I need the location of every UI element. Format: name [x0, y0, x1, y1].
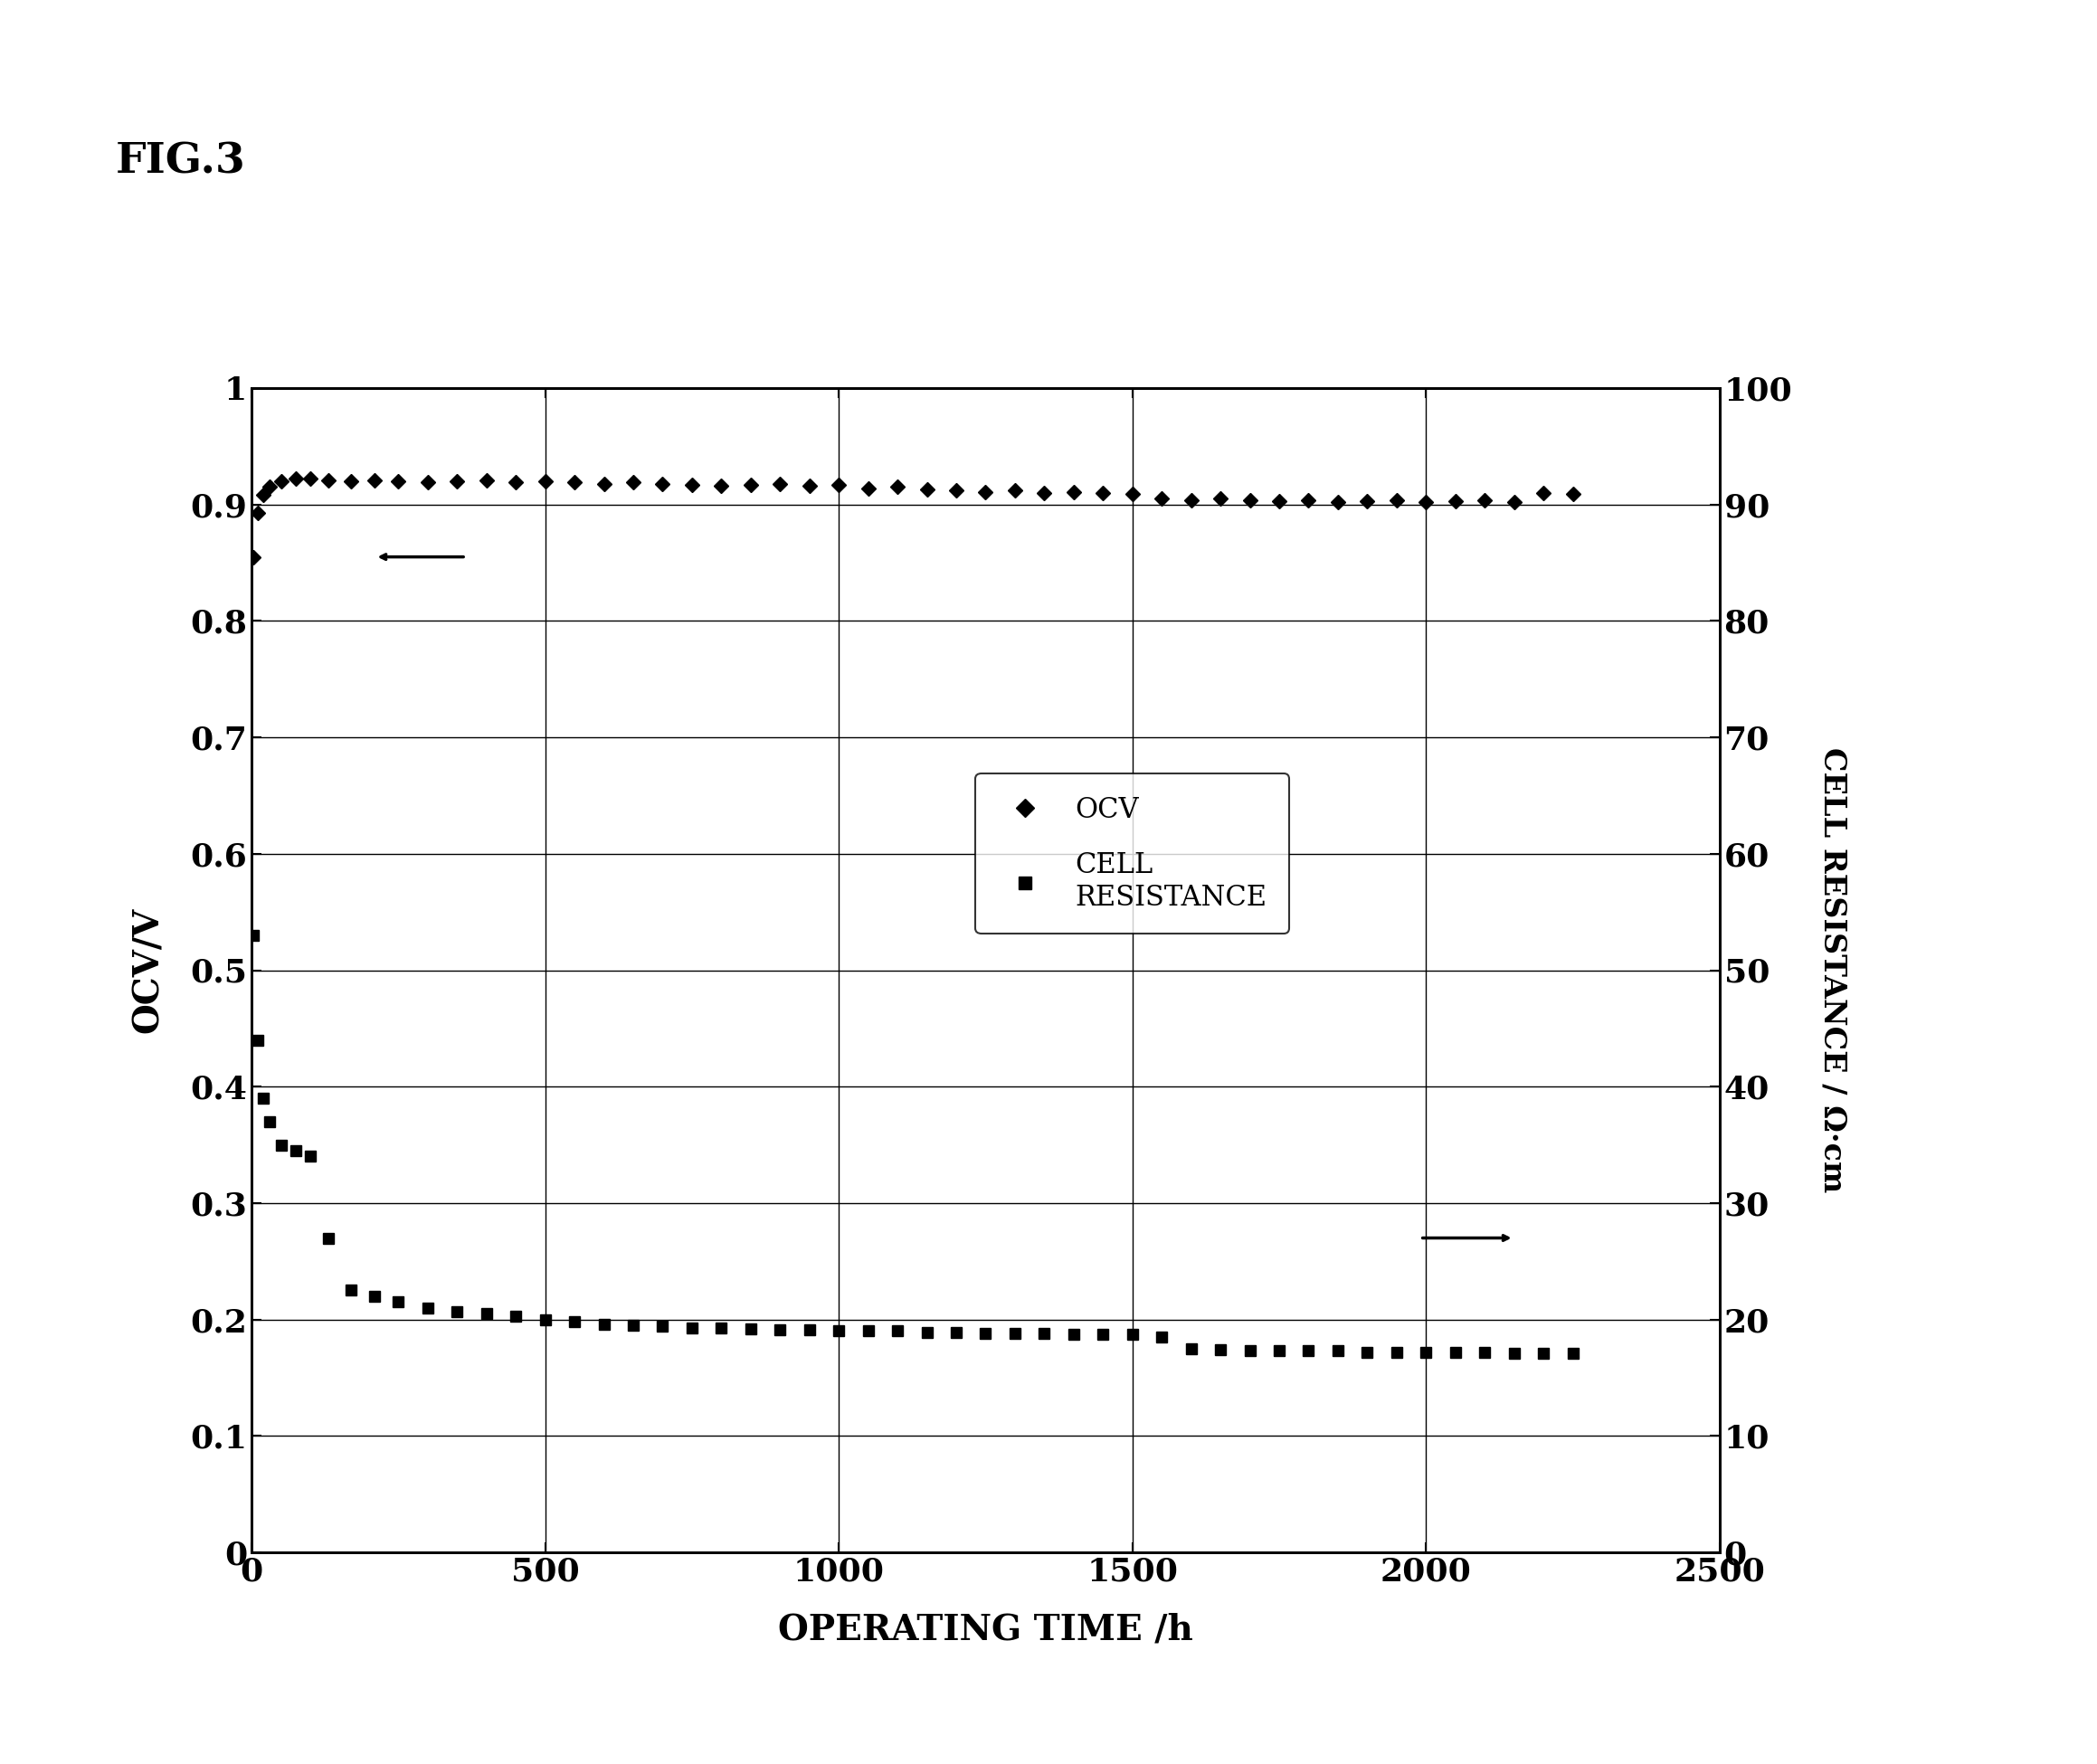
- Y-axis label: CELL RESISTANCE / Ω·cm: CELL RESISTANCE / Ω·cm: [1818, 748, 1847, 1192]
- Text: FIG.3: FIG.3: [115, 141, 245, 183]
- X-axis label: OPERATING TIME /h: OPERATING TIME /h: [778, 1612, 1193, 1648]
- Legend: OCV, CELL
RESISTANCE: OCV, CELL RESISTANCE: [975, 774, 1290, 933]
- Y-axis label: OCV/V: OCV/V: [130, 907, 166, 1034]
